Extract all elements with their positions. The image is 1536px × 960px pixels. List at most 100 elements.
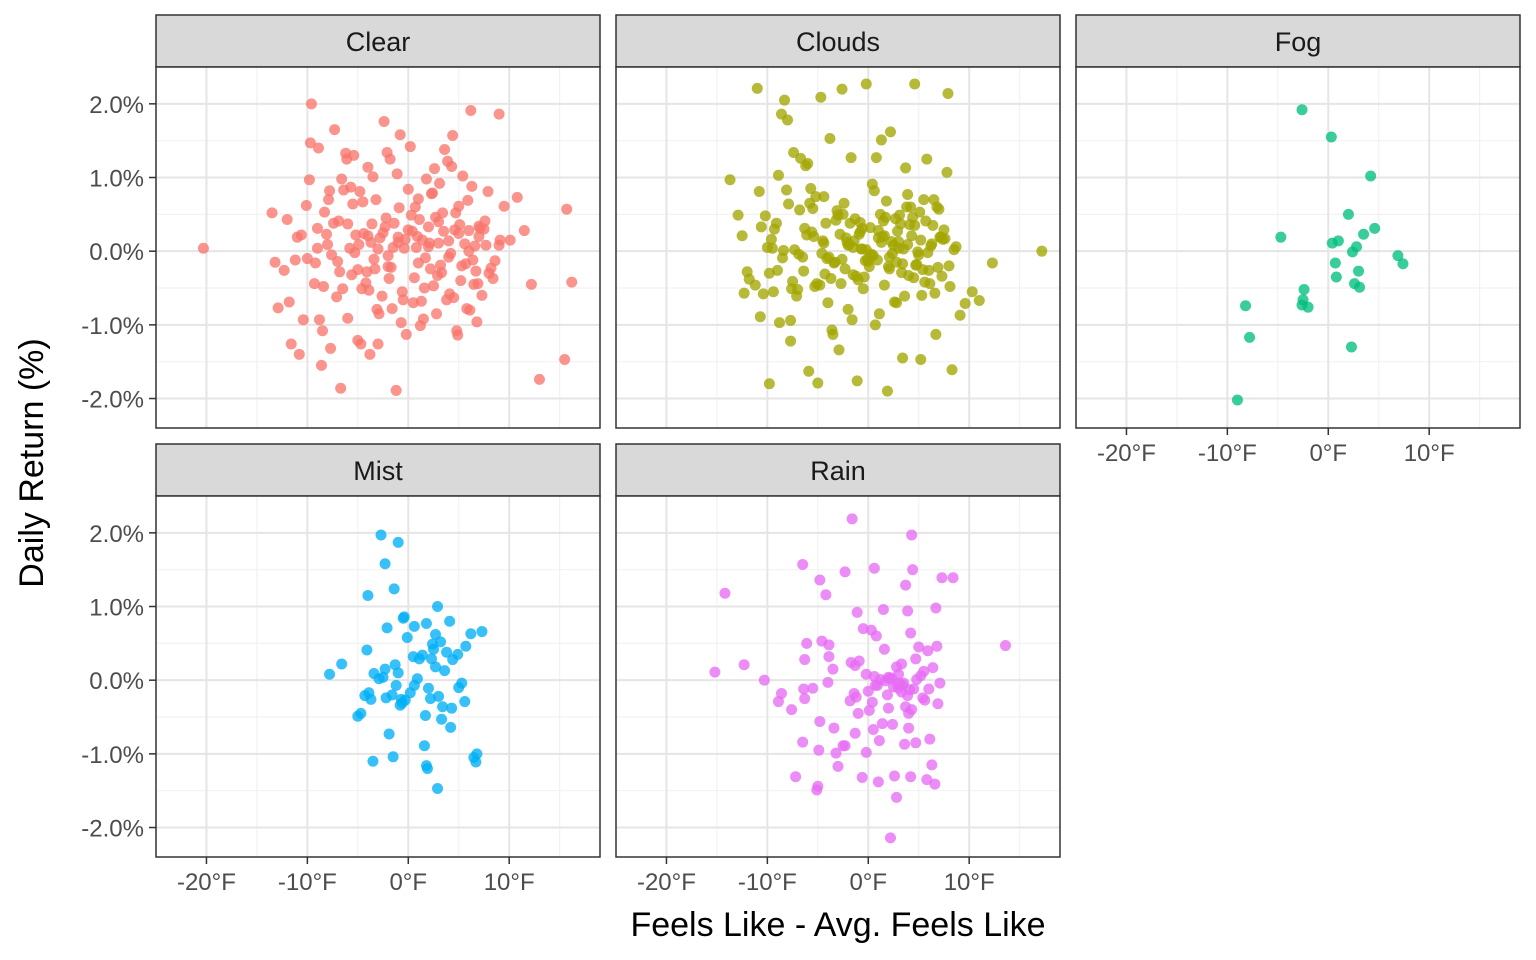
data-point <box>353 239 365 251</box>
y-tick-label: 2.0% <box>89 92 144 119</box>
data-point <box>846 513 858 525</box>
data-point <box>921 774 933 786</box>
data-point <box>408 620 420 632</box>
data-point <box>909 219 921 231</box>
data-point <box>457 170 469 182</box>
plot-background <box>616 67 1060 428</box>
data-point <box>381 146 393 158</box>
data-point <box>799 222 811 234</box>
data-point <box>884 126 896 138</box>
data-point <box>947 572 959 584</box>
data-point <box>847 242 859 253</box>
data-point <box>379 221 391 233</box>
data-point <box>814 715 826 727</box>
data-point <box>463 225 475 237</box>
data-point <box>877 215 889 227</box>
data-point <box>828 722 840 734</box>
data-point <box>741 266 753 278</box>
data-point <box>927 662 939 674</box>
data-point <box>819 268 831 280</box>
data-point <box>810 191 822 203</box>
data-point <box>854 226 866 238</box>
data-point <box>352 264 364 276</box>
data-point <box>436 713 448 725</box>
data-point <box>758 674 770 686</box>
data-point <box>856 243 868 255</box>
data-point <box>709 666 721 678</box>
x-tick-label: -10°F <box>278 869 337 896</box>
x-tick-label: 10°F <box>484 869 535 896</box>
data-point <box>915 353 927 365</box>
data-point <box>875 236 887 248</box>
data-point <box>489 255 501 267</box>
data-point <box>1036 245 1048 257</box>
data-point <box>929 778 941 790</box>
facet-strip <box>155 14 601 68</box>
data-point <box>849 213 861 225</box>
data-point <box>312 142 324 154</box>
data-point <box>431 308 443 320</box>
data-point <box>402 183 414 195</box>
data-point <box>794 204 806 216</box>
facet-strip <box>155 443 601 497</box>
data-point <box>881 689 893 701</box>
data-point <box>918 194 930 206</box>
data-point <box>877 603 889 615</box>
data-point <box>736 230 748 242</box>
data-point <box>891 791 903 803</box>
data-point <box>943 260 955 272</box>
data-point <box>566 276 578 288</box>
data-point <box>839 740 851 752</box>
data-point <box>920 215 932 227</box>
data-point <box>454 219 466 231</box>
data-point <box>1342 208 1354 220</box>
facet-panel-clouds: Clouds <box>615 14 1061 429</box>
data-point <box>867 724 879 736</box>
data-point <box>797 559 809 571</box>
facet-strip-label: Mist <box>353 456 403 486</box>
data-point <box>443 251 455 263</box>
data-point <box>315 359 327 371</box>
data-point <box>865 248 877 260</box>
data-point <box>387 751 399 763</box>
data-point <box>334 266 346 278</box>
data-point <box>336 658 348 670</box>
data-point <box>301 253 313 265</box>
data-point <box>336 173 348 185</box>
data-point <box>896 658 908 670</box>
data-point <box>910 653 922 665</box>
y-tick-label: 0.0% <box>89 668 144 695</box>
data-point <box>390 679 402 691</box>
data-point <box>922 247 934 259</box>
data-point <box>402 224 414 236</box>
data-point <box>297 314 309 326</box>
data-point <box>349 247 361 259</box>
data-point <box>398 611 410 623</box>
data-point <box>1369 222 1381 234</box>
data-point <box>433 237 445 249</box>
data-point <box>876 718 888 730</box>
data-point <box>368 253 380 265</box>
data-point <box>765 233 777 245</box>
x-tick-label: -10°F <box>738 869 797 896</box>
data-point <box>456 260 468 272</box>
data-point <box>441 646 453 658</box>
data-point <box>272 302 284 314</box>
data-point <box>381 622 393 634</box>
data-point <box>919 276 931 288</box>
data-point <box>313 314 325 326</box>
data-point <box>878 643 890 655</box>
data-point <box>393 202 405 214</box>
data-point <box>394 129 406 141</box>
data-point <box>289 254 301 266</box>
data-point <box>311 242 323 254</box>
data-point <box>342 218 354 230</box>
data-point <box>839 263 851 275</box>
data-point <box>366 218 378 230</box>
data-point <box>411 673 423 685</box>
data-point <box>525 278 537 290</box>
data-point <box>453 228 465 240</box>
data-point <box>1244 331 1256 343</box>
data-point <box>391 168 403 180</box>
data-point <box>832 760 844 772</box>
